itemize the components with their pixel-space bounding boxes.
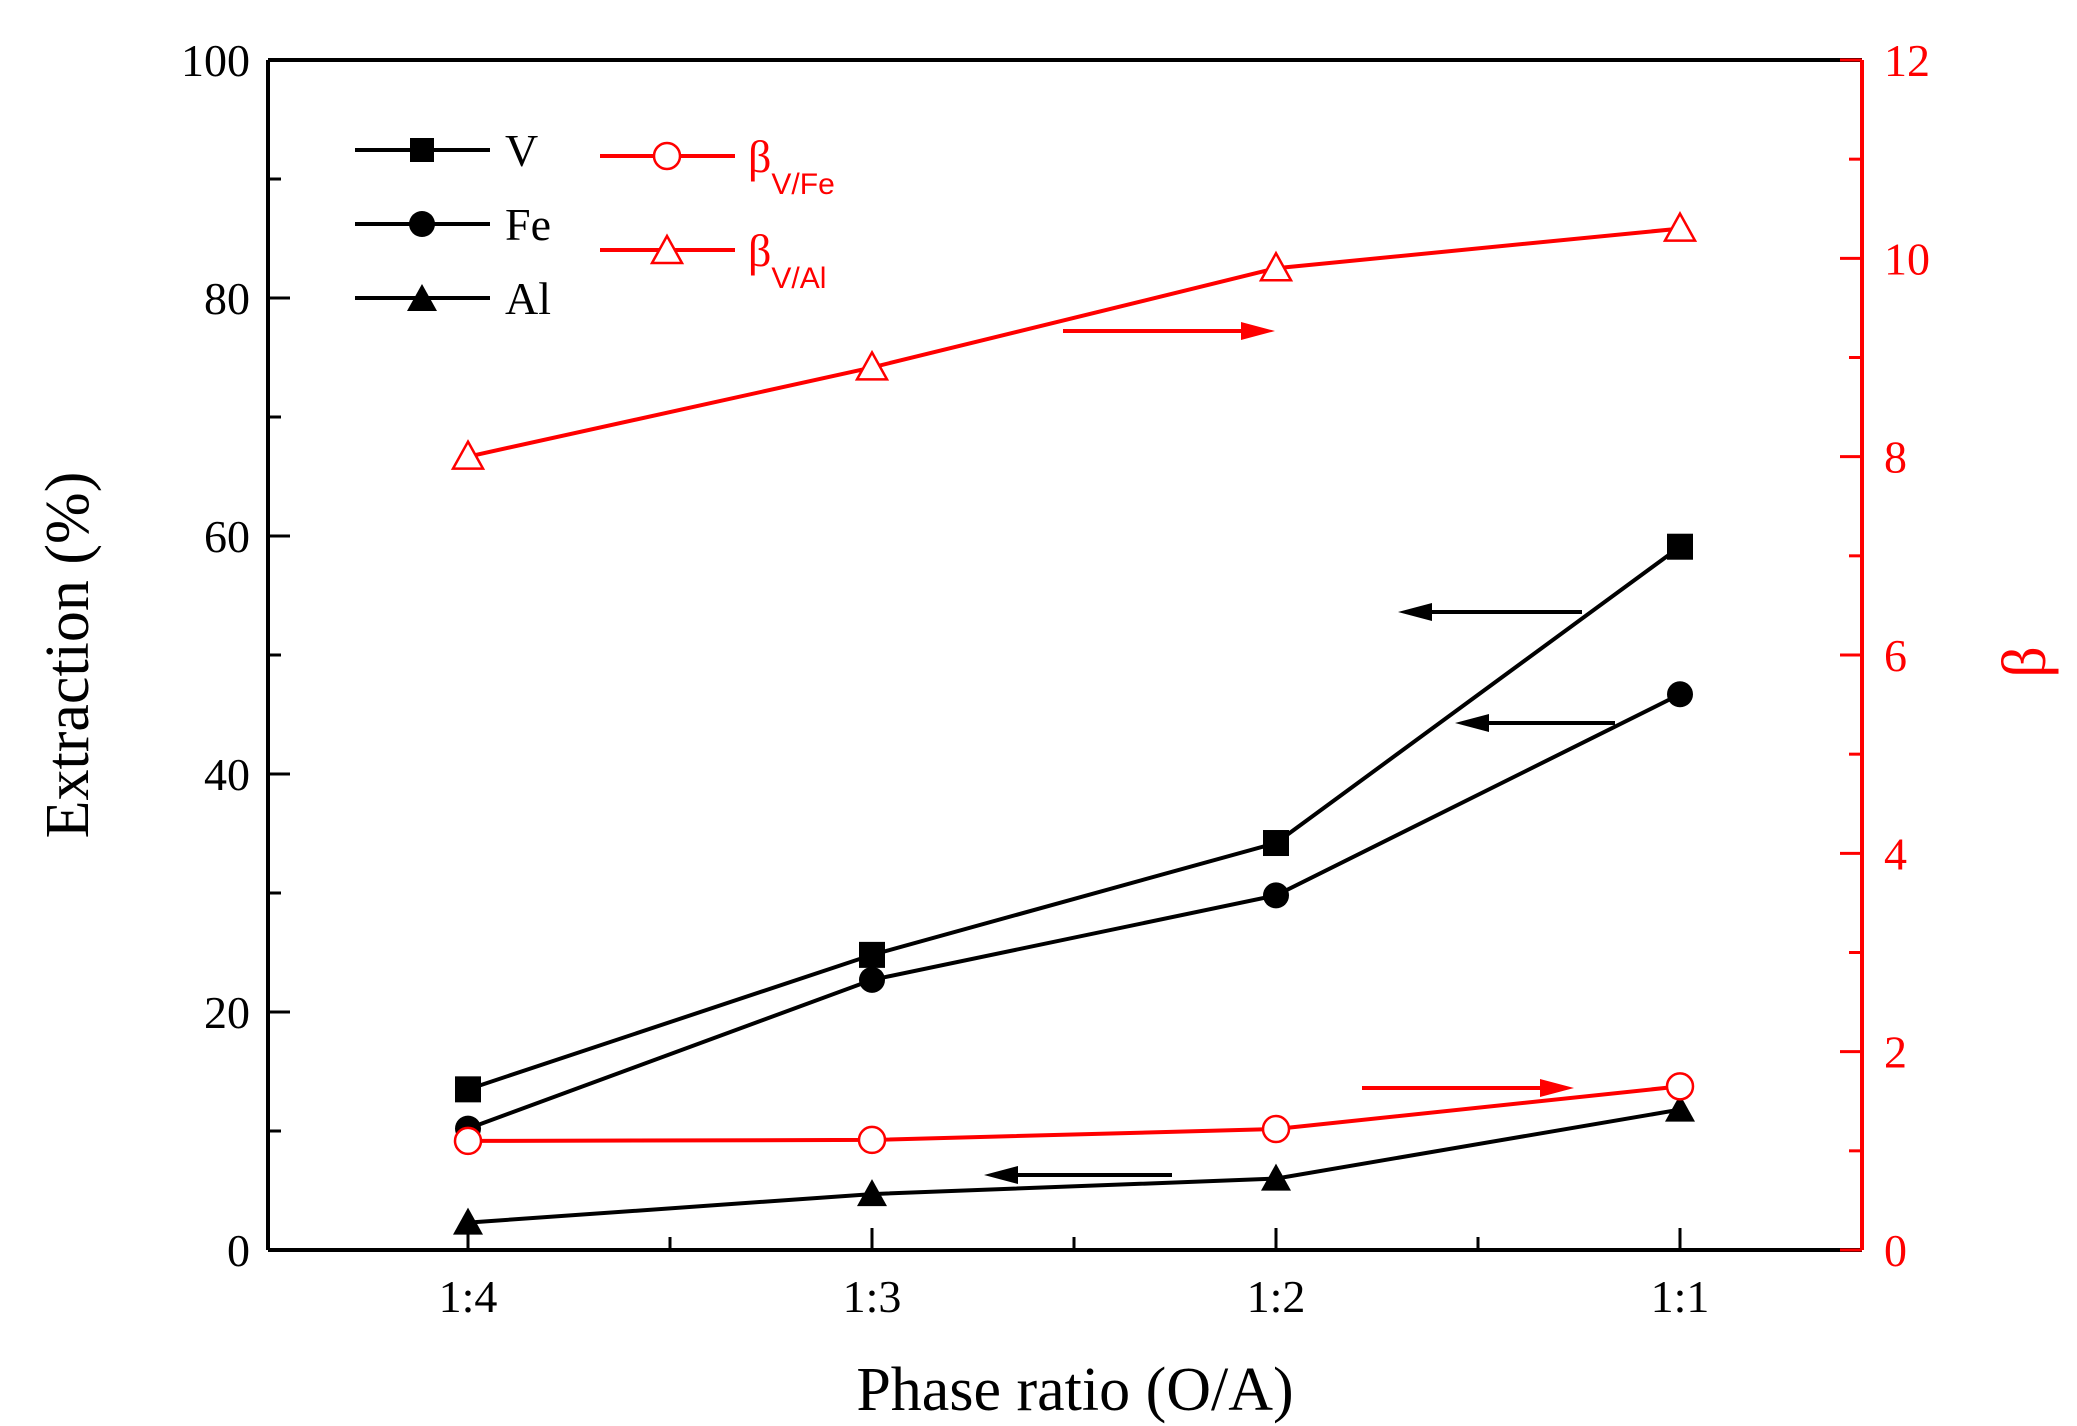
y-tick-label: 80 xyxy=(204,273,250,324)
series-point-beta-v-fe xyxy=(1665,1072,1695,1101)
series-point-beta-v-al xyxy=(450,439,486,470)
legend-right: βV/Fe βV/Al xyxy=(600,131,835,295)
x-axis-title: Phase ratio (O/A) xyxy=(856,1356,1293,1424)
y2-tick-label: 2 xyxy=(1884,1027,1907,1078)
arrow-head xyxy=(1455,714,1489,732)
y-tick-label: 60 xyxy=(204,511,250,562)
legend-marker-triangle xyxy=(407,284,437,311)
y-axis-title: Extraction (%) xyxy=(34,472,102,839)
legend-marker-open-triangle xyxy=(649,233,685,265)
x-tick-label: 1:3 xyxy=(843,1271,902,1322)
legend-item-v: V xyxy=(355,125,538,176)
arrow-head xyxy=(984,1166,1018,1184)
y2-axis-title: β xyxy=(1991,646,2059,678)
series-point-v xyxy=(455,1076,481,1103)
y-tick-label: 0 xyxy=(227,1225,250,1276)
series-line-v xyxy=(467,545,1682,1092)
legend-left: V Fe Al xyxy=(355,125,551,324)
legend-marker-circle xyxy=(409,211,435,237)
series-markers xyxy=(450,211,1698,1235)
legend-marker-open-circle xyxy=(652,141,682,171)
series-point-v xyxy=(1667,533,1693,560)
series-point-al xyxy=(857,1179,887,1207)
x-tick-label: 1:1 xyxy=(1651,1271,1710,1322)
series-point-beta-v-fe xyxy=(857,1125,887,1155)
series-point-v xyxy=(1263,830,1289,857)
tick-labels: 1:4 1:3 1:2 1:1 0 20 40 60 80 100 0 2 4 6 8 10 12 xyxy=(181,35,1930,1322)
series-point-v xyxy=(859,941,885,968)
y2-tick-label: 0 xyxy=(1884,1225,1907,1276)
series-line-beta-v-al xyxy=(467,226,1681,459)
y2-tick-label: 8 xyxy=(1884,432,1907,483)
legend-label-v: V xyxy=(505,125,538,176)
y-tick-label: 20 xyxy=(204,987,250,1038)
axis-ticks xyxy=(268,58,1862,1252)
series-point-fe xyxy=(859,966,885,993)
legend-beta-subscript: V/Fe xyxy=(771,168,834,201)
series-point-beta-v-al xyxy=(854,349,890,381)
legend-label-beta-v-al: βV/Al xyxy=(748,225,826,295)
legend-beta-symbol: β xyxy=(748,225,771,276)
series-point-beta-v-fe xyxy=(453,1126,483,1156)
series-point-beta-v-al xyxy=(1662,211,1698,242)
y2-tick-label: 6 xyxy=(1884,630,1907,681)
series-point-fe xyxy=(1263,882,1289,909)
series-point-beta-v-fe xyxy=(1261,1114,1291,1144)
series-point-al xyxy=(1261,1163,1291,1191)
series-point-beta-v-al xyxy=(1258,250,1294,282)
series-line-fe xyxy=(467,692,1681,1131)
legend-beta-subscript: V/Al xyxy=(771,262,826,295)
series-line-al xyxy=(467,1107,1681,1225)
series-point-al xyxy=(453,1207,483,1235)
y-tick-label: 40 xyxy=(204,749,250,800)
legend-marker-square xyxy=(410,138,434,162)
arrow-head xyxy=(1398,603,1432,621)
arrow-head xyxy=(1241,322,1275,340)
y2-tick-label: 12 xyxy=(1884,35,1930,86)
legend-item-fe: Fe xyxy=(355,199,551,250)
legend-item-al: Al xyxy=(355,273,551,324)
legend-label-fe: Fe xyxy=(505,199,551,250)
legend-label-beta-v-fe: βV/Fe xyxy=(748,131,835,201)
series-point-al xyxy=(1665,1094,1695,1122)
series-line-beta-v-fe xyxy=(467,1084,1681,1143)
series-lines xyxy=(467,226,1682,1225)
arrow-head xyxy=(1540,1079,1574,1097)
y2-tick-label: 4 xyxy=(1884,828,1907,879)
legend-beta-symbol: β xyxy=(748,131,771,182)
legend-item-beta-v-fe: βV/Fe xyxy=(600,131,835,201)
annotation-arrows xyxy=(984,322,1615,1184)
y2-tick-label: 10 xyxy=(1884,233,1930,284)
x-tick-label: 1:4 xyxy=(439,1271,498,1322)
x-tick-label: 1:2 xyxy=(1247,1271,1306,1322)
series-point-fe xyxy=(1667,681,1693,708)
y-tick-label: 100 xyxy=(181,35,250,86)
legend-item-beta-v-al: βV/Al xyxy=(600,225,826,295)
legend-label-al: Al xyxy=(505,273,551,324)
